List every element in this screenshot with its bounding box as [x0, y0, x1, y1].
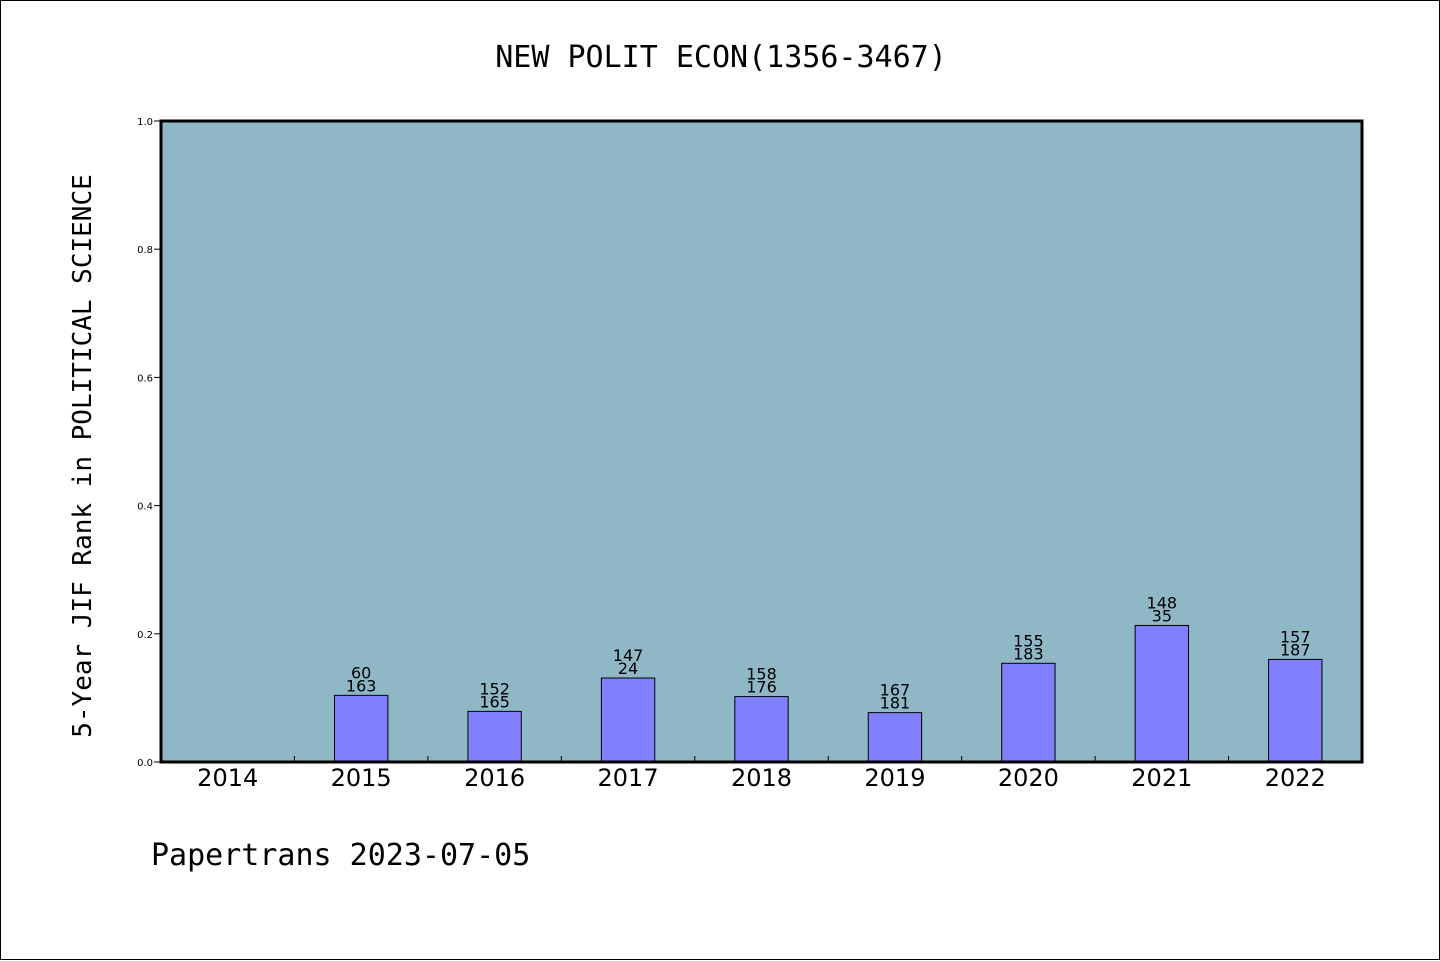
y-axis-label: 5-Year JIF Rank in POLITICAL SCIENCE: [68, 174, 98, 738]
bar-data-label: 155: [1013, 631, 1044, 650]
bar-2016: [467, 710, 522, 763]
y-axis-ticks: 0.0 0.2 0.4 0.6 0.8 1.0: [137, 117, 161, 769]
bar-data-label: 165: [479, 692, 510, 711]
bar-data-label: 24: [618, 659, 638, 678]
bar-data-label: 60: [351, 663, 371, 682]
footer-text: Papertrans 2023-07-05: [151, 838, 530, 873]
bar-data-label: 147: [613, 646, 644, 665]
bar-data-label: 176: [746, 678, 777, 697]
bar-2017: [600, 677, 656, 763]
bar-data-label: 167: [880, 681, 911, 700]
x-axis-ticks: 2014 2015 2016 2017 2018 2019 2020 2021 2022: [197, 756, 1326, 792]
plot-border: [159, 119, 1364, 764]
x-tick-label: 2022: [1265, 764, 1326, 792]
y-tick-label: 0.2: [137, 630, 153, 641]
x-tick-label: 2019: [864, 764, 925, 792]
x-tick-label: 2017: [598, 764, 659, 792]
y-tick-label: 0.0: [137, 758, 153, 769]
bar-data-label: 35: [1152, 606, 1172, 625]
y-tick-label: 0.8: [137, 245, 153, 256]
chart-title: NEW POLIT ECON(1356-3467): [495, 40, 947, 75]
bar-data-label: 158: [746, 665, 777, 684]
bar-data-label: 152: [479, 679, 510, 698]
bar-data-label: 183: [1013, 644, 1044, 663]
x-tick-label: 2014: [197, 764, 258, 792]
x-tick-label: 2016: [464, 764, 525, 792]
y-tick-label: 0.6: [137, 373, 153, 384]
bar-2018: [734, 696, 789, 763]
x-tick-label: 2020: [998, 764, 1059, 792]
x-tick-label: 2021: [1131, 764, 1192, 792]
y-tick-label: 0.4: [137, 502, 153, 513]
bar-2021: [1134, 624, 1190, 763]
bar-data-label: 157: [1280, 627, 1311, 646]
bar-data-label: 187: [1280, 640, 1311, 659]
bar-data-label: 181: [880, 694, 911, 713]
bar-data-label: 163: [346, 676, 377, 695]
bar-2015: [333, 694, 389, 763]
bar-2019: [867, 712, 923, 763]
y-tick-label: 1.0: [137, 117, 153, 128]
bar-2022: [1268, 658, 1323, 763]
x-tick-label: 2018: [731, 764, 792, 792]
bar-2020: [1001, 662, 1056, 763]
bars-group: [333, 624, 1323, 763]
x-tick-label: 2015: [331, 764, 392, 792]
bar-data-label: 148: [1147, 593, 1178, 612]
